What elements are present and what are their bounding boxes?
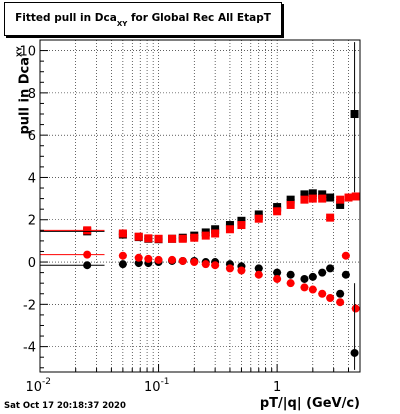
- data-point: [336, 200, 345, 209]
- data-point: [118, 251, 127, 260]
- data-point: [211, 225, 220, 234]
- title-rest: for Global Rec All EtapT: [127, 12, 271, 24]
- series-1: [83, 192, 360, 243]
- data-point: [308, 189, 317, 198]
- x-tick-exponent: -1: [161, 377, 170, 387]
- x-tick-label: 10: [144, 380, 161, 395]
- data-point: [134, 232, 143, 241]
- data-point: [326, 293, 335, 302]
- data-point: [318, 268, 327, 277]
- data-point: [144, 254, 153, 263]
- data-series: [40, 42, 360, 370]
- series-2: [83, 256, 359, 357]
- y-axis-label: pull in DcaXY: [16, 31, 33, 151]
- x-tick-exponent: -2: [42, 377, 51, 387]
- title-box: Fitted pull in DcaXY for Global Rec All …: [4, 2, 282, 36]
- data-point: [318, 190, 327, 199]
- data-point: [190, 233, 199, 242]
- data-point: [134, 253, 143, 262]
- data-point: [318, 194, 327, 203]
- data-point: [178, 256, 187, 265]
- y-tick-label: 8: [28, 87, 36, 102]
- data-point: [318, 289, 327, 298]
- y-tick-label: 4: [28, 171, 36, 186]
- data-point: [225, 221, 234, 230]
- data-point: [273, 203, 282, 212]
- title-main: Fitted pull in Dca: [15, 12, 117, 24]
- datestamp: Sat Oct 17 20:18:37 2020: [4, 401, 126, 411]
- data-point: [300, 274, 309, 283]
- data-point: [308, 285, 317, 294]
- data-point: [237, 216, 246, 225]
- data-point: [326, 213, 335, 222]
- title-subscript: XY: [116, 20, 128, 28]
- data-point: [144, 234, 153, 243]
- data-point: [254, 264, 263, 273]
- x-tick-label: 10: [25, 380, 42, 395]
- data-point: [273, 207, 282, 216]
- data-point: [308, 194, 317, 203]
- data-point: [178, 234, 187, 243]
- data-point: [341, 270, 350, 279]
- y-tick-label: 0: [28, 256, 36, 271]
- data-point: [300, 190, 309, 199]
- data-point: [286, 195, 295, 204]
- data-point: [211, 261, 220, 270]
- data-point: [300, 195, 309, 204]
- data-point: [286, 200, 295, 209]
- series-0: [83, 110, 359, 244]
- data-point: [168, 234, 177, 243]
- chart-title: Fitted pull in DcaXY for Global Rec All …: [5, 12, 281, 28]
- data-point: [341, 251, 350, 260]
- data-point: [300, 283, 309, 292]
- data-point: [308, 272, 317, 281]
- data-point: [201, 231, 210, 240]
- data-point: [225, 264, 234, 273]
- data-point: [118, 229, 127, 238]
- data-point: [326, 264, 335, 273]
- data-point: [286, 279, 295, 288]
- series-3: [83, 250, 360, 313]
- data-point: [254, 214, 263, 223]
- data-point: [336, 195, 345, 204]
- data-point: [237, 221, 246, 230]
- grid-lines: [39, 40, 361, 372]
- x-tick-label: 1: [273, 380, 281, 395]
- ylabel-main: pull in Dca: [17, 56, 33, 135]
- data-point: [273, 268, 282, 277]
- data-point: [336, 298, 345, 307]
- data-point: [286, 270, 295, 279]
- x-axis-label: pT/|q| (GeV/c): [259, 396, 360, 411]
- data-point: [351, 192, 360, 201]
- data-point: [273, 274, 282, 283]
- y-tick-label: -2: [23, 298, 36, 313]
- data-point: [351, 304, 360, 313]
- data-point: [336, 289, 345, 298]
- data-point: [190, 258, 199, 267]
- data-point: [154, 255, 163, 264]
- ylabel-subscript: XY: [15, 46, 24, 57]
- data-point: [154, 234, 163, 243]
- data-point: [118, 260, 127, 269]
- y-tick-label: 10: [19, 45, 36, 60]
- data-point: [237, 266, 246, 275]
- data-point: [168, 255, 177, 264]
- data-point: [326, 193, 335, 202]
- data-point: [201, 260, 210, 269]
- y-tick-label: 2: [28, 214, 36, 229]
- data-point: [254, 270, 263, 279]
- plot-frame: [39, 39, 361, 373]
- data-point: [344, 193, 353, 202]
- data-point: [211, 229, 220, 238]
- y-tick-label: 6: [28, 129, 36, 144]
- y-tick-label: -4: [23, 341, 36, 356]
- data-point: [254, 210, 263, 219]
- data-point: [225, 225, 234, 234]
